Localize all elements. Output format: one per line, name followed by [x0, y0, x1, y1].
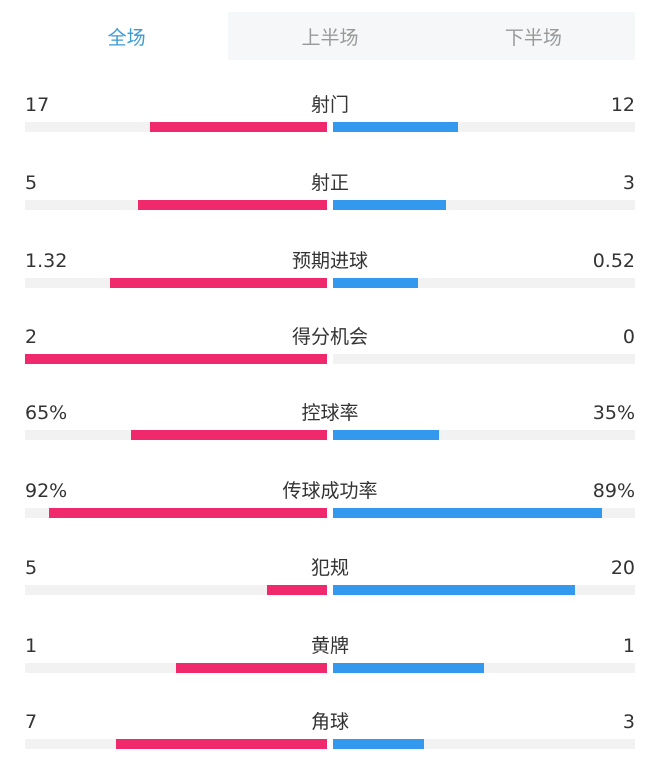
home-bar-track — [25, 200, 327, 210]
away-bar-track — [333, 585, 635, 595]
away-value: 0.52 — [592, 250, 635, 272]
away-bar — [333, 278, 419, 288]
away-bar-track — [333, 430, 635, 440]
stat-label: 预期进球 — [291, 250, 368, 272]
home-bar — [130, 430, 327, 440]
home-bar — [110, 278, 327, 288]
home-bar-track — [25, 430, 327, 440]
period-tabs: 全场 上半场 下半场 — [25, 12, 635, 60]
away-value: 35% — [592, 402, 635, 424]
stat-label: 传球成功率 — [282, 480, 378, 502]
away-bar-track — [333, 200, 635, 210]
stat-label: 黄牌 — [310, 635, 349, 657]
home-bar — [25, 354, 327, 364]
stat-label: 射门 — [310, 94, 349, 116]
stat-row: 65% 控球率 35% — [25, 402, 635, 462]
away-value: 89% — [592, 480, 635, 502]
home-value: 5 — [25, 557, 38, 579]
away-bar-track — [333, 739, 635, 749]
home-value: 1.32 — [25, 250, 68, 272]
stat-label: 犯规 — [310, 557, 349, 579]
home-bar-track — [25, 739, 327, 749]
home-bar — [115, 739, 327, 749]
away-bar — [333, 508, 602, 518]
away-bar — [333, 430, 439, 440]
home-value: 5 — [25, 172, 38, 194]
away-bar-track — [333, 663, 635, 673]
away-bar — [333, 739, 424, 749]
away-bar — [333, 585, 575, 595]
away-bar — [333, 663, 484, 673]
stat-row: 5 射正 3 — [25, 172, 635, 232]
stat-row: 1 黄牌 1 — [25, 635, 635, 695]
home-value: 17 — [25, 94, 50, 116]
home-bar — [266, 585, 327, 595]
away-bar-track — [333, 354, 635, 364]
away-bar — [333, 200, 447, 210]
away-value: 3 — [622, 711, 635, 733]
stat-row: 1.32 预期进球 0.52 — [25, 250, 635, 310]
stat-label: 角球 — [310, 711, 349, 733]
away-bar-track — [333, 278, 635, 288]
stat-label: 得分机会 — [291, 326, 368, 348]
stat-label: 射正 — [310, 172, 349, 194]
away-bar-track — [333, 122, 635, 132]
home-value: 65% — [25, 402, 68, 424]
home-bar-track — [25, 508, 327, 518]
stat-row: 92% 传球成功率 89% — [25, 480, 635, 540]
tab-second-half[interactable]: 下半场 — [504, 26, 562, 49]
away-value: 0 — [622, 326, 635, 348]
home-value: 2 — [25, 326, 38, 348]
home-bar-track — [25, 354, 327, 364]
away-value: 1 — [622, 635, 635, 657]
home-bar-track — [25, 278, 327, 288]
away-bar-track — [333, 508, 635, 518]
home-value: 92% — [25, 480, 68, 502]
away-value: 12 — [610, 94, 635, 116]
tab-first-half[interactable]: 上半场 — [301, 26, 359, 49]
home-value: 1 — [25, 635, 38, 657]
stat-row: 17 射门 12 — [25, 94, 635, 154]
home-value: 7 — [25, 711, 38, 733]
away-value: 3 — [622, 172, 635, 194]
stat-label: 控球率 — [301, 402, 359, 424]
stat-row: 7 角球 3 — [25, 711, 635, 771]
tab-full-match[interactable]: 全场 — [25, 12, 229, 60]
home-bar — [49, 508, 327, 518]
home-bar — [176, 663, 327, 673]
home-bar-track — [25, 663, 327, 673]
away-bar — [333, 122, 459, 132]
away-value: 20 — [610, 557, 635, 579]
home-bar-track — [25, 585, 327, 595]
home-bar — [138, 200, 327, 210]
home-bar — [150, 122, 327, 132]
home-bar-track — [25, 122, 327, 132]
stat-row: 2 得分机会 0 — [25, 326, 635, 386]
stat-row: 5 犯规 20 — [25, 557, 635, 617]
